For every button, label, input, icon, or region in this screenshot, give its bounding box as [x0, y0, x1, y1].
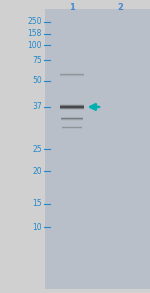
Bar	[61, 120, 82, 121]
Text: 25: 25	[32, 145, 42, 154]
Bar	[61, 117, 82, 118]
Bar	[62, 126, 82, 127]
Text: 50: 50	[32, 76, 42, 85]
Bar	[61, 119, 82, 120]
Text: 10: 10	[32, 223, 42, 231]
Bar	[60, 109, 84, 110]
Bar	[60, 107, 84, 108]
Text: 100: 100	[27, 41, 42, 50]
Text: 37: 37	[32, 103, 42, 111]
Bar	[45, 9, 150, 289]
Bar	[60, 108, 84, 109]
Bar	[61, 118, 82, 119]
Bar	[62, 127, 82, 128]
Bar	[60, 105, 84, 106]
Bar	[62, 128, 82, 129]
Bar	[60, 74, 84, 75]
Text: 250: 250	[27, 18, 42, 26]
Bar	[60, 76, 84, 77]
Text: 15: 15	[32, 199, 42, 208]
Text: 20: 20	[32, 167, 42, 176]
Bar	[60, 104, 84, 105]
Text: 75: 75	[32, 56, 42, 64]
Text: 158: 158	[28, 29, 42, 38]
Bar	[60, 75, 84, 76]
Text: 1: 1	[69, 3, 75, 12]
Bar	[60, 73, 84, 74]
Bar	[62, 127, 82, 128]
Bar	[60, 106, 84, 108]
Bar	[60, 74, 84, 76]
Bar	[60, 106, 84, 107]
Bar	[61, 118, 82, 120]
Text: 2: 2	[117, 3, 123, 12]
